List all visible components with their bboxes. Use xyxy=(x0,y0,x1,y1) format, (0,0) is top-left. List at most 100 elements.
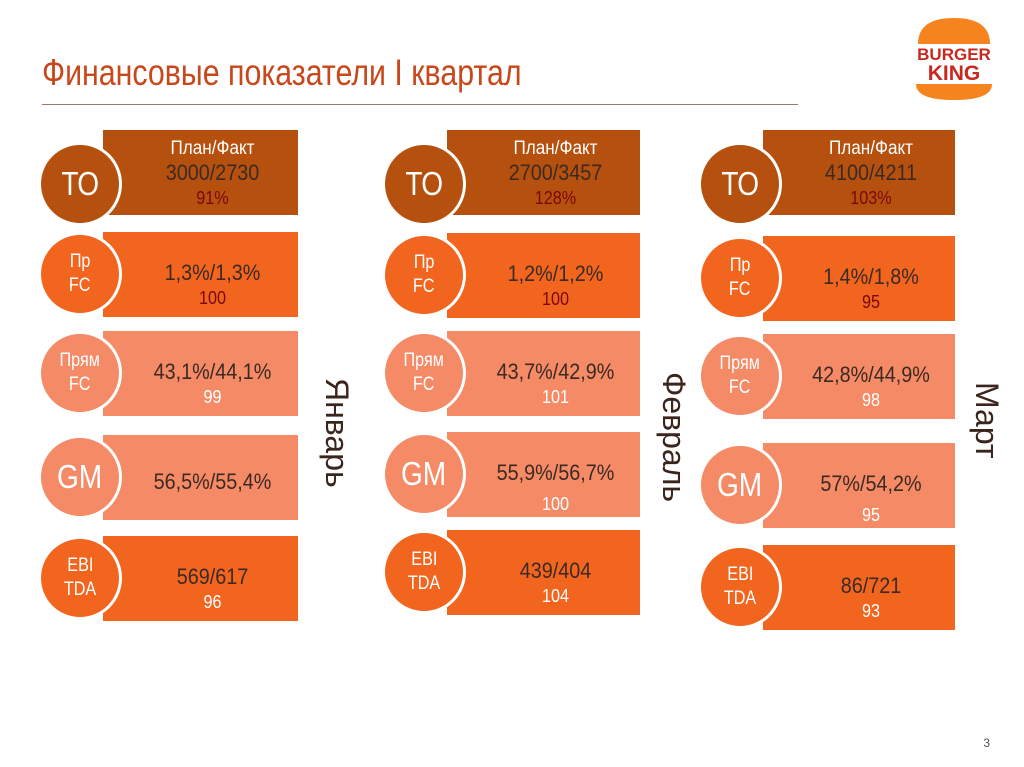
metric-ratio: 100 xyxy=(198,288,227,308)
metric-value: 569/617 xyxy=(176,564,249,589)
metric-panel: 43,7%/42,9% 101 xyxy=(447,331,640,416)
slide-title: Финансовые показатели I квартал xyxy=(42,52,522,93)
metric-value: 439/404 xyxy=(519,558,592,583)
metric-label: Прям xyxy=(59,350,101,372)
metric-ratio: 103% xyxy=(850,188,892,208)
metric-label: TDA xyxy=(407,573,441,594)
metric-card-pr: 1,2%/1,2% 100 Пр FC xyxy=(382,233,640,318)
metric-ratio: 101 xyxy=(541,387,570,407)
plan-fact-label: План/Факт xyxy=(170,138,255,159)
metric-card-to: План/Факт 4100/4211 103% ТО xyxy=(698,130,955,226)
metric-card-pf: 42,8%/44,9% 98 Прям FC xyxy=(698,334,955,419)
metric-panel: 1,3%/1,3% 100 xyxy=(103,232,298,317)
metric-card-eb: 569/617 96 EBI TDA xyxy=(38,536,298,621)
metric-value: 1,4%/1,8% xyxy=(823,264,919,289)
metric-ratio: 95 xyxy=(861,505,881,525)
metric-label: FC xyxy=(69,374,91,395)
metric-circle: ТО xyxy=(382,142,466,226)
metric-card-eb: 86/721 93 EBI TDA xyxy=(698,545,955,630)
metric-label: GM xyxy=(717,466,763,504)
metric-circle: GM xyxy=(698,443,782,527)
metric-circle: ТО xyxy=(38,142,122,226)
metric-value: 1,2%/1,2% xyxy=(507,261,604,286)
metric-label: Прям xyxy=(719,353,761,375)
metric-circle: GM xyxy=(38,435,122,519)
metric-card-gm: 57%/54,2% 95 GM xyxy=(698,443,955,528)
metric-panel: 56,5%/55,4% xyxy=(103,435,298,520)
burger-king-logo: BURGER KING xyxy=(916,18,992,100)
metric-circle: EBI TDA xyxy=(382,530,466,614)
page-number: 3 xyxy=(983,736,990,750)
metric-value: 3000/2730 xyxy=(165,160,260,185)
metric-label: EBI xyxy=(726,564,754,586)
month-label: Февраль xyxy=(656,372,692,503)
metric-card-pf: 43,1%/44,1% 99 Прям FC xyxy=(38,331,298,416)
metric-label: FC xyxy=(69,275,91,296)
metric-ratio: 100 xyxy=(541,289,570,309)
metric-value: 2700/3457 xyxy=(508,160,603,185)
metric-value: 1,3%/1,3% xyxy=(164,260,261,285)
metric-label: EBI xyxy=(66,555,94,577)
metric-label: GM xyxy=(401,455,447,493)
metric-circle: GM xyxy=(382,432,466,516)
plan-fact-label: План/Факт xyxy=(828,138,913,159)
metric-value: 55,9%/56,7% xyxy=(496,460,615,485)
metric-value: 56,5%/55,4% xyxy=(153,469,272,494)
metric-label: ТО xyxy=(721,165,759,203)
metric-circle: EBI TDA xyxy=(38,536,122,620)
metric-panel: 55,9%/56,7% 100 xyxy=(447,432,640,517)
logo-text-king: KING xyxy=(928,62,981,85)
metric-label: FC xyxy=(413,374,435,395)
metric-value: 42,8%/44,9% xyxy=(812,362,930,387)
metric-label: Пр xyxy=(413,252,435,274)
title-divider xyxy=(42,104,798,105)
metric-ratio: 104 xyxy=(541,586,570,606)
metric-panel: План/Факт 2700/3457 128% xyxy=(447,130,640,215)
metric-panel: 86/721 93 xyxy=(763,545,955,630)
metric-circle: Прям FC xyxy=(38,331,122,415)
metric-panel: План/Факт 3000/2730 91% xyxy=(103,130,298,215)
plan-fact-label: План/Факт xyxy=(513,138,598,159)
metric-card-eb: 439/404 104 EBI TDA xyxy=(382,530,640,615)
metric-label: FC xyxy=(729,377,751,398)
metric-circle: Пр FC xyxy=(38,232,122,316)
metric-label: TDA xyxy=(63,579,97,600)
month-label: Март xyxy=(969,382,1005,459)
metric-label: ТО xyxy=(405,165,443,203)
metric-label: Прям xyxy=(403,350,445,372)
metric-label: ТО xyxy=(61,165,99,203)
metric-ratio: 100 xyxy=(541,494,570,514)
logo-text-burger: BURGER xyxy=(917,45,991,64)
metric-label: FC xyxy=(729,279,751,300)
metric-ratio: 96 xyxy=(203,592,222,612)
metric-ratio: 99 xyxy=(203,387,222,407)
metric-panel: 42,8%/44,9% 98 xyxy=(763,334,955,419)
metric-card-pf: 43,7%/42,9% 101 Прям FC xyxy=(382,331,640,416)
metric-label: FC xyxy=(413,276,435,297)
metric-ratio: 95 xyxy=(861,292,881,312)
metric-ratio: 98 xyxy=(861,390,881,410)
metric-circle: Прям FC xyxy=(698,334,782,418)
metric-panel: 1,2%/1,2% 100 xyxy=(447,233,640,318)
metric-panel: План/Факт 4100/4211 103% xyxy=(763,130,955,215)
metric-label: Пр xyxy=(69,251,91,273)
metric-circle: ТО xyxy=(698,142,782,226)
metric-panel: 57%/54,2% 95 xyxy=(763,443,955,528)
metric-card-to: План/Факт 2700/3457 128% ТО xyxy=(382,130,640,226)
metric-label: GM xyxy=(57,458,103,496)
metric-card-pr: 1,3%/1,3% 100 Пр FC xyxy=(38,232,298,317)
month-label: Январь xyxy=(319,378,355,488)
metric-card-gm: 55,9%/56,7% 100 GM xyxy=(382,432,640,517)
metric-circle: Пр FC xyxy=(382,233,466,317)
metric-label: TDA xyxy=(723,588,757,609)
metric-circle: Пр FC xyxy=(698,236,782,320)
metric-circle: EBI TDA xyxy=(698,545,782,629)
metric-circle: Прям FC xyxy=(382,331,466,415)
metric-label: Пр xyxy=(729,255,751,277)
metric-value: 4100/4211 xyxy=(824,160,918,185)
metric-panel: 439/404 104 xyxy=(447,530,640,615)
metric-card-pr: 1,4%/1,8% 95 Пр FC xyxy=(698,236,955,321)
metric-ratio: 93 xyxy=(861,601,881,621)
metric-panel: 43,1%/44,1% 99 xyxy=(103,331,298,416)
